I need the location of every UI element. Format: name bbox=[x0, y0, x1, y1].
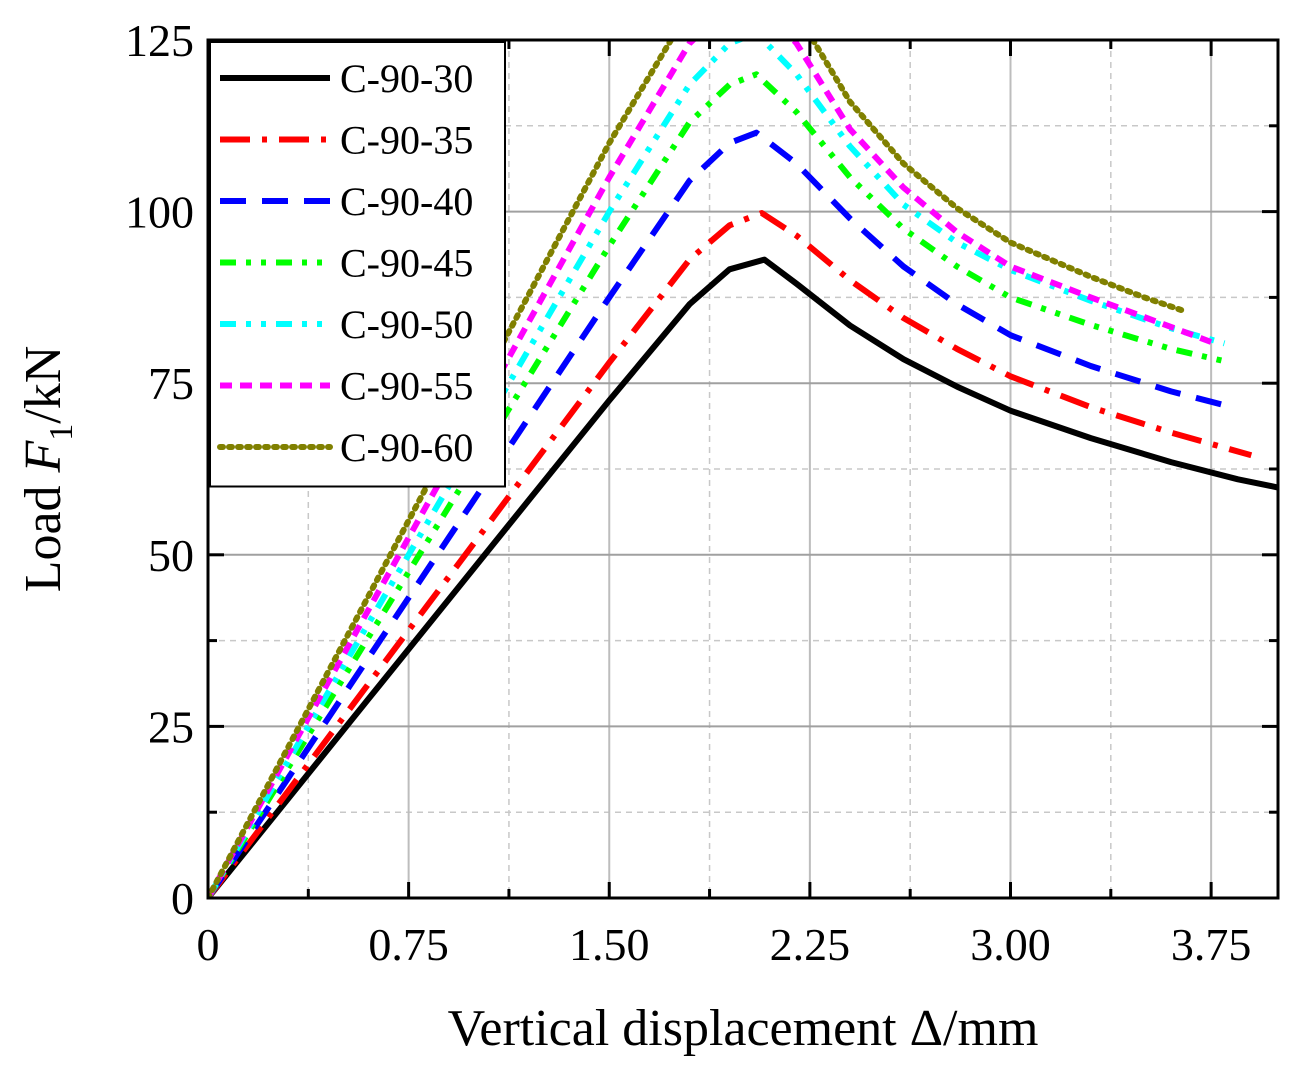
legend-items: C-90-30 C-90-35 C-90-40 C-90-45 C-90-50 C-90-… bbox=[217, 56, 473, 470]
y-axis-title-prefix: Load bbox=[15, 472, 72, 592]
y-tick-label: 100 bbox=[125, 187, 194, 238]
series-line-c-90-60 bbox=[208, 40, 1188, 898]
y-tick-label: 50 bbox=[148, 530, 194, 581]
x-tick-label: 2.25 bbox=[770, 919, 851, 970]
y-tick-label: 75 bbox=[148, 358, 194, 409]
legend-label: C-90-55 bbox=[340, 364, 473, 409]
series-line-c-90-40 bbox=[208, 129, 1226, 898]
y-tick-label: 25 bbox=[148, 701, 194, 752]
y-axis-title-suffix: /kN bbox=[15, 346, 72, 424]
series-line-c-90-50 bbox=[208, 40, 1226, 898]
legend-item: C-90-40 bbox=[220, 179, 473, 224]
x-tick-label: 0.75 bbox=[368, 919, 449, 970]
y-tick-label: 0 bbox=[171, 873, 194, 924]
series-line-c-90-45 bbox=[208, 71, 1226, 898]
series-line-c-90-55 bbox=[208, 40, 1213, 898]
legend-label: C-90-45 bbox=[340, 241, 473, 286]
legend-label: C-90-60 bbox=[340, 425, 473, 470]
legend-label: C-90-50 bbox=[340, 302, 473, 347]
series-line-c-90-30 bbox=[208, 256, 1278, 898]
legend-item: C-90-60 bbox=[217, 425, 473, 470]
y-axis-title-variable: F bbox=[15, 439, 72, 473]
legend-item: C-90-30 bbox=[220, 56, 473, 101]
legend-item: C-90-35 bbox=[220, 118, 473, 163]
series-line-c-90-35 bbox=[208, 210, 1253, 898]
y-tick-label: 125 bbox=[125, 15, 194, 66]
legend-item: C-90-45 bbox=[220, 241, 473, 286]
legend: C-90-30 C-90-35 C-90-40 C-90-45 C-90-50 C-90-… bbox=[209, 41, 506, 488]
y-axis-title-subscript: 1 bbox=[43, 424, 80, 441]
legend-label: C-90-30 bbox=[340, 56, 473, 101]
x-axis-title: Vertical displacement Δ/mm bbox=[448, 1000, 1039, 1057]
legend-item: C-90-50 bbox=[220, 302, 473, 347]
x-tick-label: 1.50 bbox=[569, 919, 650, 970]
x-tick-label: 3.00 bbox=[970, 919, 1051, 970]
x-tick-label: 3.75 bbox=[1171, 919, 1252, 970]
y-tick-labels: 0 25 50 75 100 125 bbox=[125, 15, 194, 924]
y-axis-title: Load F1/kN bbox=[15, 346, 80, 593]
legend-label: C-90-40 bbox=[340, 179, 473, 224]
legend-label: C-90-35 bbox=[340, 118, 473, 163]
series-lines bbox=[208, 40, 1278, 898]
legend-item: C-90-55 bbox=[220, 364, 473, 409]
x-tick-labels: 0 0.75 1.50 2.25 3.00 3.75 bbox=[197, 919, 1252, 970]
legend-box bbox=[209, 41, 506, 488]
x-tick-label: 0 bbox=[197, 919, 220, 970]
